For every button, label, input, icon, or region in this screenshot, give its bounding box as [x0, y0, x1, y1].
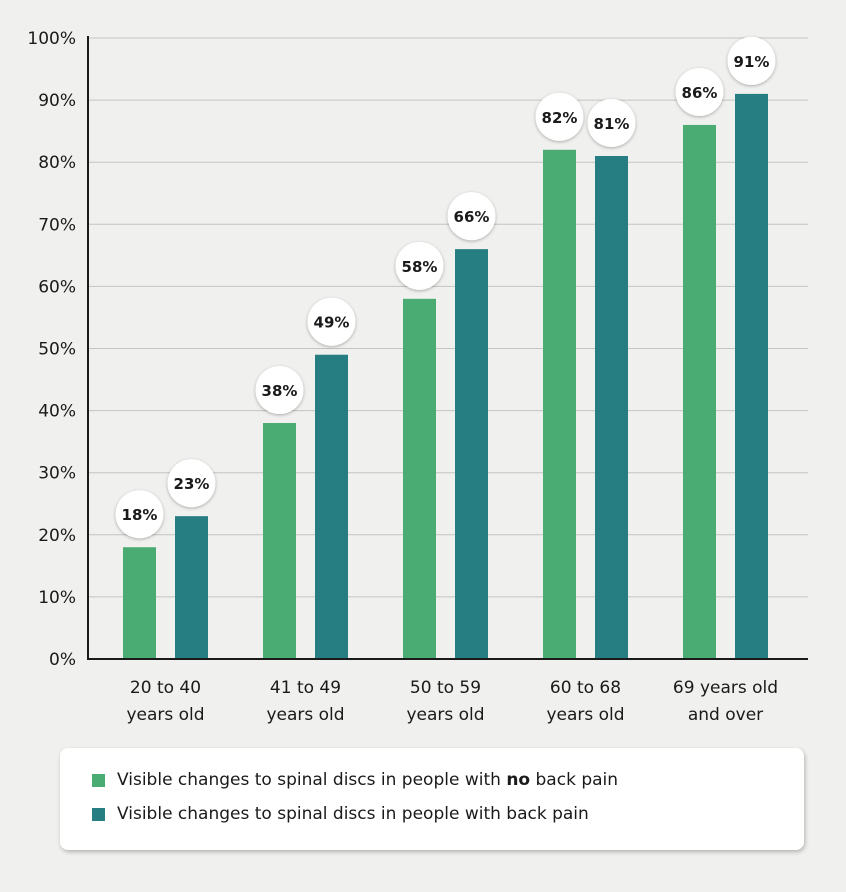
x-tick-label: and over: [688, 705, 763, 725]
y-tick-label: 90%: [38, 91, 76, 111]
data-label: 49%: [314, 314, 350, 332]
y-tick-label: 0%: [49, 650, 76, 670]
data-label-bubble: [115, 490, 164, 539]
legend-swatch: [92, 807, 105, 821]
bar: [175, 516, 208, 659]
y-tick-label: 20%: [38, 526, 76, 546]
legend-item-pain: Visible changes to spinal discs in peopl…: [92, 804, 589, 824]
x-tick-label: years old: [406, 705, 484, 725]
data-label-bubble: [167, 459, 216, 508]
bar: [455, 249, 488, 659]
data-label: 82%: [542, 109, 578, 127]
data-label: 18%: [122, 506, 158, 524]
legend-item-no-pain: Visible changes to spinal discs in peopl…: [92, 770, 618, 790]
data-label-bubble: [535, 92, 584, 141]
y-tick-label: 100%: [27, 29, 76, 49]
y-tick-label: 10%: [38, 588, 76, 608]
data-label-bubble: [675, 67, 724, 116]
data-label: 86%: [682, 84, 718, 102]
data-label: 81%: [594, 115, 630, 133]
data-label: 23%: [174, 475, 210, 493]
x-tick-label: years old: [266, 705, 344, 725]
legend-label: Visible changes to spinal discs in peopl…: [117, 804, 589, 824]
x-tick-label: 60 to 68: [550, 678, 621, 698]
data-label: 38%: [262, 382, 298, 400]
y-tick-label: 40%: [38, 402, 76, 422]
y-tick-label: 60%: [38, 277, 76, 297]
data-label-bubble: [587, 98, 636, 147]
bar: [315, 354, 348, 659]
bar: [683, 124, 716, 659]
bar: [123, 547, 156, 659]
bar: [595, 155, 628, 660]
bar: [403, 298, 436, 659]
x-tick-label: years old: [126, 705, 204, 725]
data-label-bubble: [727, 36, 776, 85]
data-label-bubble: [255, 366, 304, 415]
y-tick-label: 50%: [38, 340, 76, 360]
data-label: 91%: [734, 53, 770, 71]
bar-chart: 0% 10% 20% 30% 40% 50% 60% 70% 80% 90% 100% 18% 23% 2…: [27, 29, 808, 725]
x-tick-label: 50 to 59: [410, 678, 481, 698]
bar: [543, 149, 576, 659]
data-label-bubble: [307, 297, 356, 346]
x-tick-label: 20 to 40: [130, 678, 201, 698]
bar: [263, 423, 296, 659]
legend-swatch: [92, 773, 105, 787]
legend-label: Visible changes to spinal discs in peopl…: [117, 770, 619, 790]
data-label-bubble: [395, 241, 444, 290]
x-tick-label: 41 to 49: [270, 678, 341, 698]
x-tick-label: 69 years old: [673, 678, 778, 698]
data-label: 66%: [454, 208, 490, 226]
x-tick-label: years old: [546, 705, 624, 725]
bar: [735, 93, 768, 659]
y-tick-label: 30%: [38, 464, 76, 484]
legend: Visible changes to spinal discs in peopl…: [60, 748, 804, 850]
data-label-bubble: [447, 192, 496, 241]
y-tick-label: 70%: [38, 215, 76, 235]
y-tick-label: 80%: [38, 153, 76, 173]
data-label: 58%: [402, 258, 438, 276]
